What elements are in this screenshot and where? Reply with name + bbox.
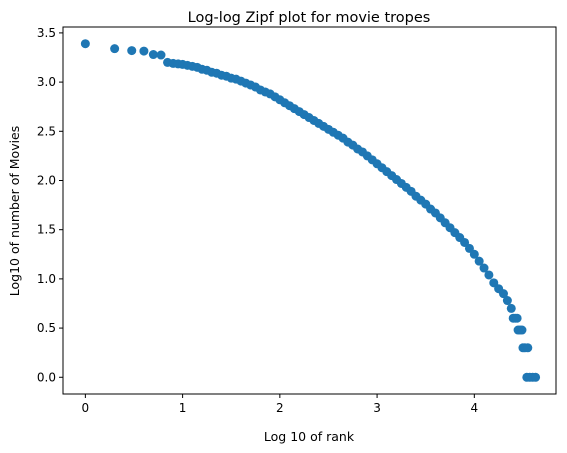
y-tick-label: 1.0 (37, 272, 56, 286)
data-point (474, 256, 484, 266)
data-point (148, 50, 158, 60)
data-point (531, 372, 541, 382)
x-tick-label: 0 (82, 401, 90, 415)
x-tick-label: 4 (470, 401, 478, 415)
data-point (139, 46, 149, 56)
data-point (156, 50, 166, 60)
scatter-points (80, 39, 541, 382)
data-point (506, 303, 516, 313)
x-axis-label: Log 10 of rank (264, 429, 355, 444)
y-tick-label: 2.0 (37, 173, 56, 187)
y-tick-label: 3.0 (37, 75, 56, 89)
data-point (110, 44, 120, 54)
data-point (484, 270, 494, 280)
x-tick-label: 2 (276, 401, 284, 415)
data-point (469, 249, 479, 259)
data-point (502, 296, 512, 306)
data-point (517, 325, 527, 335)
data-point (512, 313, 522, 323)
y-tick-label: 3.5 (37, 26, 56, 40)
data-point (498, 289, 508, 299)
data-point (127, 46, 137, 56)
x-axis: 0 1 2 3 4 (82, 394, 478, 415)
y-tick-label: 0.5 (37, 321, 56, 335)
plot-frame (62, 26, 557, 395)
y-axis: 0.0 0.5 1.0 1.5 2.0 2.5 3.0 3.5 (37, 26, 63, 384)
chart-title: Log-log Zipf plot for movie tropes (188, 10, 431, 26)
data-point (523, 343, 533, 353)
data-point (479, 263, 489, 273)
x-tick-label: 3 (373, 401, 381, 415)
y-tick-label: 2.5 (37, 124, 56, 138)
y-tick-label: 0.0 (37, 370, 56, 384)
x-tick-label: 1 (179, 401, 187, 415)
y-axis-label: Log10 of number of Movies (7, 126, 22, 297)
y-tick-label: 1.5 (37, 223, 56, 237)
data-point (80, 39, 90, 49)
